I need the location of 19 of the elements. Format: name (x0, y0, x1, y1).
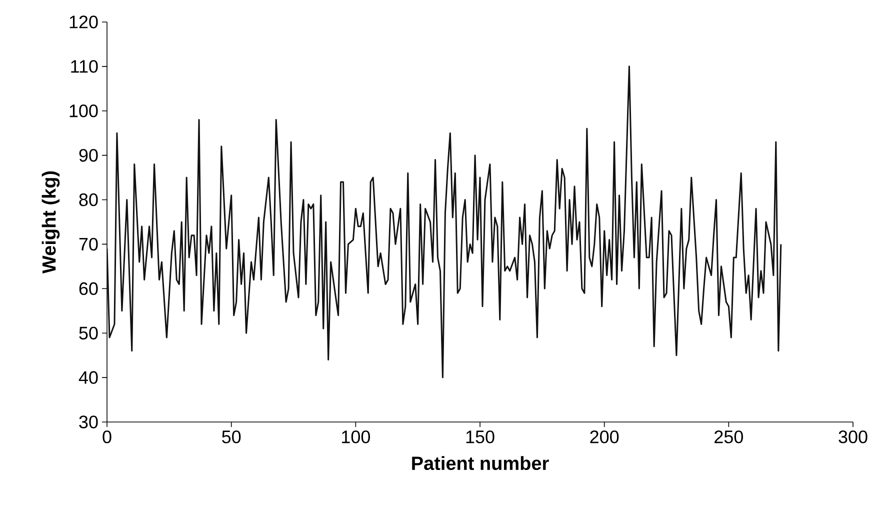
y-tick-label: 50 (79, 326, 98, 340)
y-tick-label: 120 (70, 16, 98, 28)
y-axis-title: Weight (kg) (42, 171, 60, 274)
x-axis-title: Patient number (412, 456, 549, 470)
y-tick-label: 100 (70, 104, 98, 118)
y-tick-label: 30 (79, 416, 98, 428)
y-tick-label: 80 (79, 193, 98, 206)
y-tick-label: 60 (79, 282, 98, 296)
x-tick-label: 0 (102, 430, 112, 444)
x-tick-label: 200 (590, 430, 619, 444)
x-tick-label: 250 (714, 430, 743, 444)
y-tick-label: 90 (79, 148, 98, 162)
y-tick-label: 110 (71, 60, 98, 73)
x-tick-label: 50 (222, 430, 241, 444)
x-tick-label: 100 (342, 430, 370, 444)
y-tick-label: 70 (79, 238, 98, 251)
x-tick-label: 150 (466, 430, 494, 444)
y-tick-label: 40 (78, 371, 98, 384)
x-tick-label: 300 (838, 430, 868, 444)
